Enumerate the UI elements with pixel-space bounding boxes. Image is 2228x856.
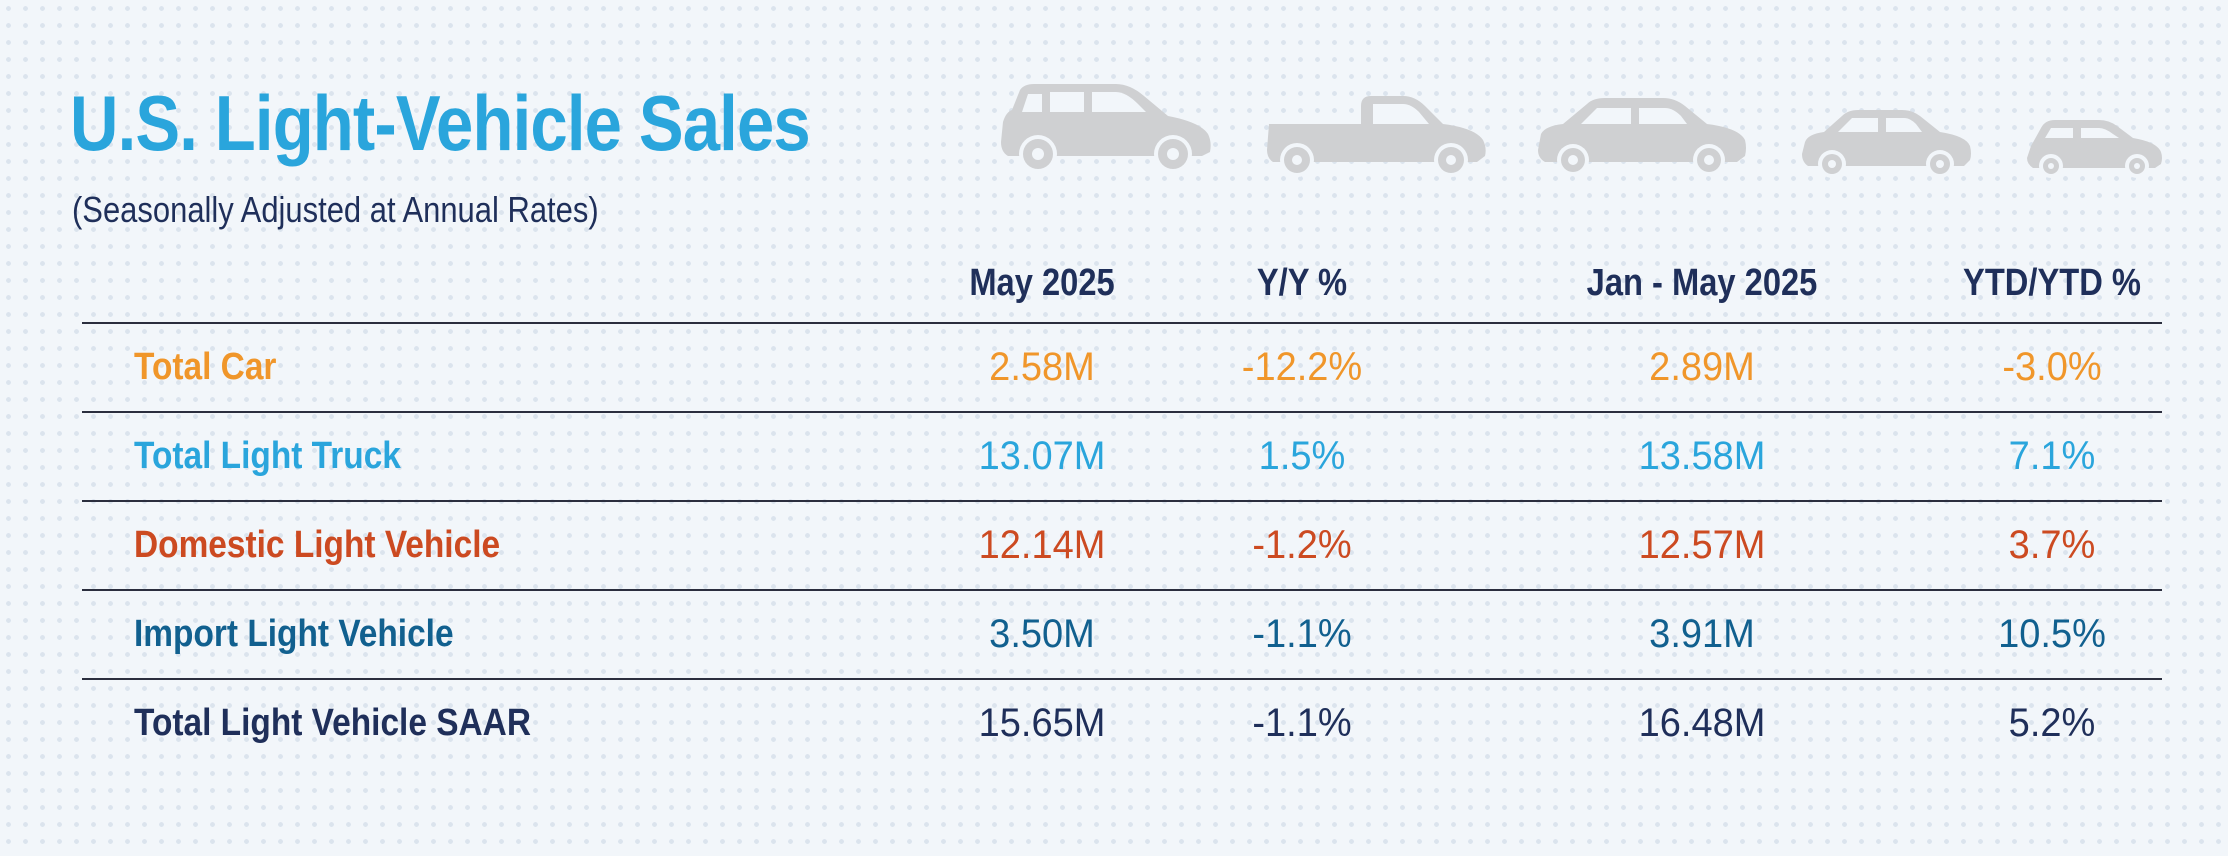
cell-total-light-truck-yy: 1.5% [1258,434,1346,478]
cell-import-light-vehicle-may-2025: 3.50M [989,612,1095,656]
cell-import-light-vehicle-jan-may: 3.91M [1649,612,1755,656]
cell-import-light-vehicle-ytd: 10.5% [1998,612,2106,656]
table-header-row: May 2025 Y/Y % Jan - May 2025 YTD/YTD % [82,250,2162,324]
column-header-may-2025: May 2025 [969,262,1115,304]
column-header-yy-percent: Y/Y % [1256,262,1348,304]
pickup-truck-icon [1267,96,1486,177]
vehicle-icons [990,78,2170,188]
suv-icon [1001,84,1211,173]
cell-domestic-light-vehicle-may-2025: 12.14M [978,523,1106,567]
cell-import-light-vehicle-yy: -1.1% [1252,612,1352,656]
cell-total-light-vehicle-saar-ytd: 5.2% [2008,701,2096,745]
cell-total-car-may-2025: 2.58M [989,345,1095,389]
table-row-import-light-vehicle: Import Light Vehicle 3.50M -1.1% 3.91M 1… [82,591,2162,680]
row-label-total-car: Total Car [134,346,277,388]
sales-table: May 2025 Y/Y % Jan - May 2025 YTD/YTD % … [82,250,2162,767]
cell-domestic-light-vehicle-ytd: 3.7% [2008,523,2096,567]
cell-domestic-light-vehicle-jan-may: 12.57M [1638,523,1766,567]
cell-total-light-truck-may-2025: 13.07M [978,434,1106,478]
page-title: U.S. Light-Vehicle Sales [70,79,811,167]
table-row-total-light-truck: Total Light Truck 13.07M 1.5% 13.58M 7.1… [82,413,2162,502]
cell-total-light-truck-jan-may: 13.58M [1638,434,1766,478]
compact-car-icon [1802,110,1971,178]
column-header-ytd-percent: YTD/YTD % [1963,262,2141,304]
page-subtitle: (Seasonally Adjusted at Annual Rates) [72,189,599,230]
cell-total-light-vehicle-saar-yy: -1.1% [1252,701,1352,745]
cell-total-light-vehicle-saar-jan-may: 16.48M [1638,701,1766,745]
table-row-total-light-vehicle-saar: Total Light Vehicle SAAR 15.65M -1.1% 16… [82,680,2162,767]
table-row-domestic-light-vehicle: Domestic Light Vehicle 12.14M -1.2% 12.5… [82,502,2162,591]
hatchback-icon [2027,120,2162,178]
column-header-jan-may-2025: Jan - May 2025 [1586,262,1818,304]
cell-total-light-truck-ytd: 7.1% [2008,434,2096,478]
cell-total-car-ytd: -3.0% [2002,345,2102,389]
cell-total-car-jan-may: 2.89M [1649,345,1755,389]
cell-domestic-light-vehicle-yy: -1.2% [1252,523,1352,567]
cell-total-car-yy: -12.2% [1241,345,1363,389]
row-label-domestic-light-vehicle: Domestic Light Vehicle [134,524,501,566]
table-row-total-car: Total Car 2.58M -12.2% 2.89M -3.0% [82,324,2162,413]
row-label-total-light-truck: Total Light Truck [134,435,401,477]
row-label-total-light-vehicle-saar: Total Light Vehicle SAAR [134,702,531,744]
cell-total-light-vehicle-saar-may-2025: 15.65M [978,701,1106,745]
sedan-icon [1538,98,1746,176]
row-label-import-light-vehicle: Import Light Vehicle [134,613,454,655]
